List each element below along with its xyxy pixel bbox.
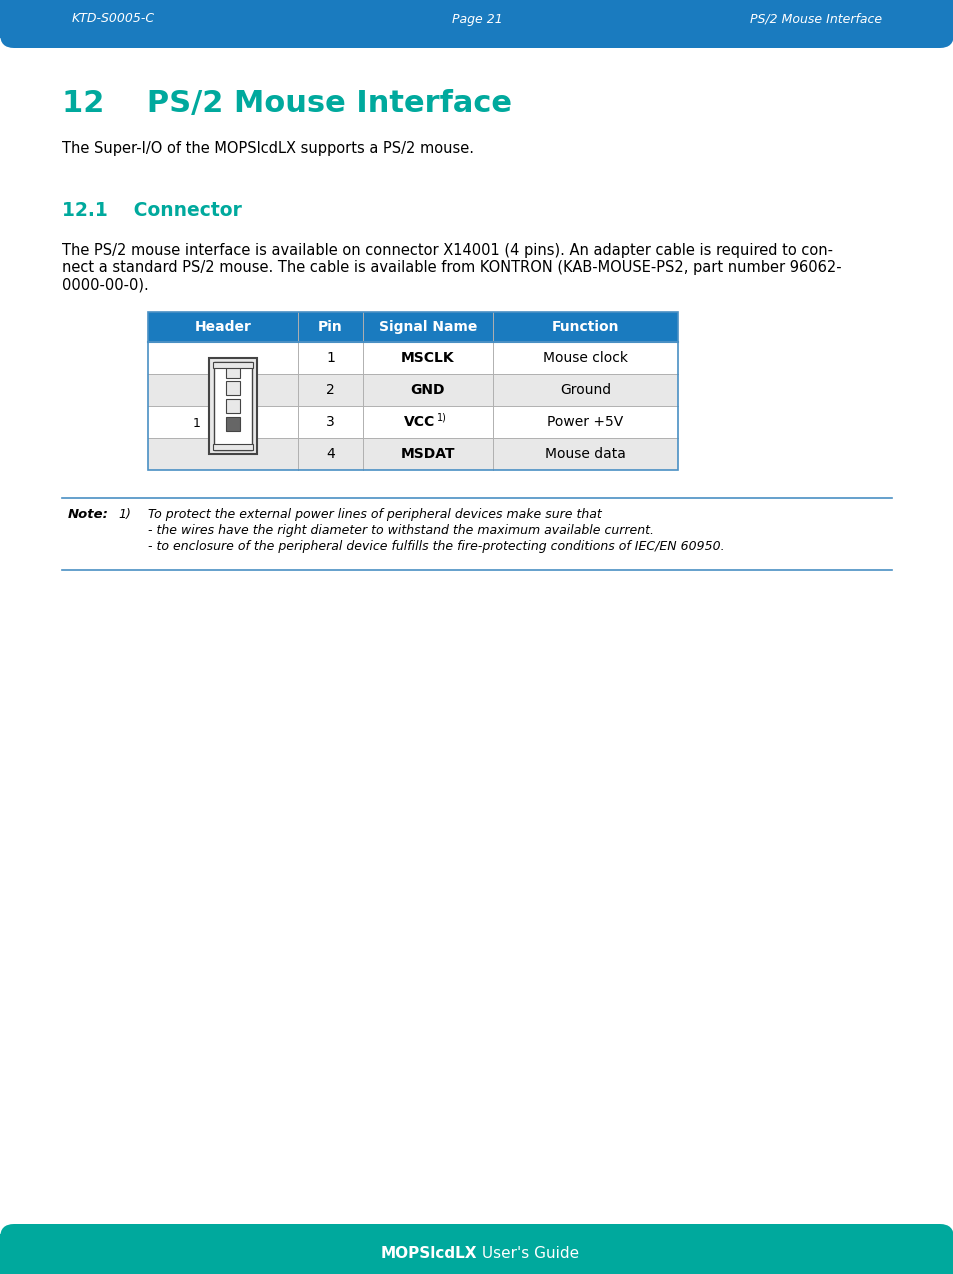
Text: 3: 3	[326, 415, 335, 429]
Text: 0000-00-0).: 0000-00-0).	[62, 276, 149, 292]
Bar	[148, 341, 678, 375]
Bar	[213, 445, 253, 450]
Text: Page 21: Page 21	[451, 13, 502, 25]
Text: Pin: Pin	[317, 320, 342, 334]
Bar	[148, 312, 678, 341]
Text: PS/2 Mouse Interface: PS/2 Mouse Interface	[749, 13, 882, 25]
Text: MSCLK: MSCLK	[401, 352, 455, 364]
Text: MOPSlcdLX: MOPSlcdLX	[380, 1246, 476, 1261]
Bar	[213, 362, 253, 368]
Text: 1): 1)	[436, 412, 446, 422]
Text: GND: GND	[411, 383, 445, 397]
Bar	[148, 438, 678, 470]
Text: To protect the external power lines of peripheral devices make sure that: To protect the external power lines of p…	[148, 508, 601, 521]
Text: nect a standard PS/2 mouse. The cable is available from KONTRON (KAB-MOUSE-PS2, : nect a standard PS/2 mouse. The cable is…	[62, 260, 841, 275]
Bar	[213, 362, 252, 450]
Bar	[226, 417, 240, 431]
Text: 12    PS/2 Mouse Interface: 12 PS/2 Mouse Interface	[62, 89, 512, 118]
Text: The Super-I/O of the MOPSlcdLX supports a PS/2 mouse.: The Super-I/O of the MOPSlcdLX supports …	[62, 141, 474, 155]
Text: User's Guide: User's Guide	[476, 1246, 578, 1261]
Text: MSDAT: MSDAT	[400, 447, 455, 461]
Bar	[226, 364, 240, 378]
Text: - to enclosure of the peripheral device fulfills the fire-protecting conditions : - to enclosure of the peripheral device …	[148, 540, 724, 553]
Text: VCC: VCC	[404, 415, 436, 429]
Text: Mouse data: Mouse data	[544, 447, 625, 461]
Bar	[148, 312, 678, 470]
Text: 2: 2	[326, 383, 335, 397]
FancyBboxPatch shape	[0, 0, 953, 48]
Text: Function: Function	[551, 320, 618, 334]
Text: Note:: Note:	[68, 508, 109, 521]
Text: The PS/2 mouse interface is available on connector X14001 (4 pins). An adapter c: The PS/2 mouse interface is available on…	[62, 243, 832, 259]
Text: 1): 1)	[118, 508, 131, 521]
Bar	[148, 406, 678, 438]
Text: Mouse clock: Mouse clock	[542, 352, 627, 364]
Bar	[0, 1235, 953, 1274]
Text: 1: 1	[326, 352, 335, 364]
Bar	[148, 375, 678, 406]
Text: 1: 1	[193, 417, 201, 431]
Text: Power +5V: Power +5V	[547, 415, 623, 429]
Text: - the wires have the right diameter to withstand the maximum available current.: - the wires have the right diameter to w…	[148, 524, 654, 538]
Bar	[209, 358, 256, 454]
Bar	[0, 0, 953, 38]
Text: Ground: Ground	[559, 383, 611, 397]
Bar	[226, 381, 240, 395]
Text: 4: 4	[326, 447, 335, 461]
Text: Header: Header	[194, 320, 252, 334]
FancyBboxPatch shape	[0, 1224, 953, 1274]
Text: 12.1    Connector: 12.1 Connector	[62, 201, 242, 220]
Text: KTD-S0005-C: KTD-S0005-C	[71, 13, 155, 25]
Bar	[226, 399, 240, 413]
Text: Signal Name: Signal Name	[378, 320, 476, 334]
